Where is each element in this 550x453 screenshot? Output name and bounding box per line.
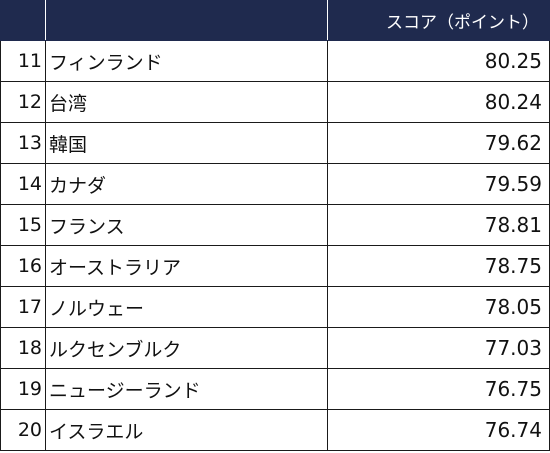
header-score: スコア（ポイント）	[327, 0, 550, 41]
country-cell: オーストラリア	[45, 245, 328, 287]
rank-cell: 19	[0, 368, 46, 410]
country-cell: イスラエル	[45, 409, 328, 451]
score-cell: 80.25	[327, 40, 550, 82]
table-row: 16 オーストラリア 78.75	[0, 245, 550, 287]
rank-cell: 13	[0, 122, 46, 164]
table-row: 11 フィンランド 80.25	[0, 40, 550, 82]
rank-cell: 11	[0, 40, 46, 82]
country-cell: 韓国	[45, 122, 328, 164]
score-cell: 78.75	[327, 245, 550, 287]
table-row: 18 ルクセンブルク 77.03	[0, 327, 550, 369]
country-cell: ノルウェー	[45, 286, 328, 328]
table-body: 11 フィンランド 80.25 12 台湾 80.24 13 韓国 79.62 …	[0, 40, 550, 451]
rank-cell: 20	[0, 409, 46, 451]
score-cell: 76.74	[327, 409, 550, 451]
table-row: 12 台湾 80.24	[0, 81, 550, 123]
table-row: 15 フランス 78.81	[0, 204, 550, 246]
header-row: スコア（ポイント）	[0, 0, 550, 41]
score-cell: 77.03	[327, 327, 550, 369]
country-cell: フィンランド	[45, 40, 328, 82]
country-cell: カナダ	[45, 163, 328, 205]
score-cell: 79.59	[327, 163, 550, 205]
score-cell: 80.24	[327, 81, 550, 123]
score-cell: 79.62	[327, 122, 550, 164]
score-cell: 76.75	[327, 368, 550, 410]
score-cell: 78.81	[327, 204, 550, 246]
table-row: 14 カナダ 79.59	[0, 163, 550, 205]
table-row: 17 ノルウェー 78.05	[0, 286, 550, 328]
country-cell: ニュージーランド	[45, 368, 328, 410]
country-cell: フランス	[45, 204, 328, 246]
table-row: 19 ニュージーランド 76.75	[0, 368, 550, 410]
rank-cell: 12	[0, 81, 46, 123]
score-cell: 78.05	[327, 286, 550, 328]
header-rank	[0, 0, 46, 41]
country-cell: 台湾	[45, 81, 328, 123]
rank-cell: 15	[0, 204, 46, 246]
rank-cell: 14	[0, 163, 46, 205]
rank-cell: 18	[0, 327, 46, 369]
rank-cell: 16	[0, 245, 46, 287]
table-row: 13 韓国 79.62	[0, 122, 550, 164]
table-header: スコア（ポイント）	[0, 0, 550, 41]
table-row: 20 イスラエル 76.74	[0, 409, 550, 451]
header-country	[45, 0, 328, 41]
rank-cell: 17	[0, 286, 46, 328]
country-cell: ルクセンブルク	[45, 327, 328, 369]
